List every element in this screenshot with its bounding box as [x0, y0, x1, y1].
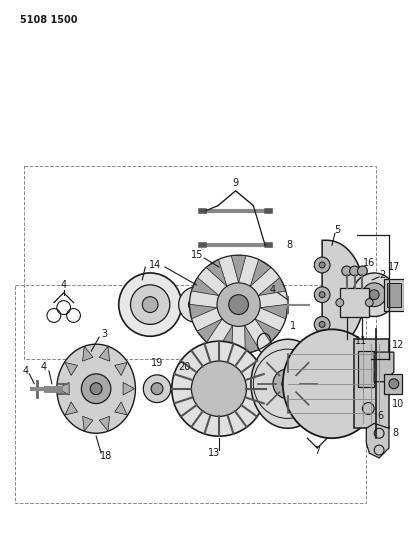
Polygon shape	[245, 326, 259, 353]
Polygon shape	[65, 402, 78, 415]
Circle shape	[319, 262, 325, 268]
Polygon shape	[206, 260, 227, 286]
Text: 12: 12	[392, 340, 404, 350]
Text: 15: 15	[191, 250, 204, 260]
Circle shape	[131, 285, 170, 325]
Polygon shape	[82, 346, 93, 361]
Polygon shape	[260, 304, 288, 319]
Circle shape	[142, 297, 158, 312]
Ellipse shape	[57, 344, 135, 433]
Circle shape	[188, 297, 204, 312]
Circle shape	[353, 273, 396, 317]
Polygon shape	[58, 382, 69, 395]
Text: 8: 8	[287, 240, 293, 250]
Text: 10: 10	[392, 399, 404, 409]
Bar	[24, 166, 376, 359]
Bar	[354, 339, 389, 429]
Ellipse shape	[189, 255, 288, 354]
Circle shape	[119, 273, 182, 336]
Circle shape	[179, 287, 214, 322]
Circle shape	[389, 379, 399, 389]
Circle shape	[365, 298, 373, 306]
Circle shape	[369, 290, 379, 300]
Circle shape	[191, 361, 246, 416]
Polygon shape	[366, 423, 389, 458]
Text: 14: 14	[149, 260, 161, 270]
Circle shape	[282, 378, 294, 390]
Text: 11: 11	[355, 336, 368, 346]
Circle shape	[362, 402, 374, 415]
Text: 4: 4	[61, 280, 67, 290]
Text: 3: 3	[101, 329, 107, 340]
Circle shape	[81, 374, 111, 403]
Ellipse shape	[283, 329, 381, 438]
Circle shape	[314, 287, 330, 303]
Polygon shape	[258, 278, 286, 296]
Bar	[387, 283, 401, 306]
Circle shape	[336, 298, 344, 306]
Polygon shape	[115, 402, 127, 415]
Polygon shape	[65, 362, 78, 376]
Ellipse shape	[172, 341, 266, 436]
Polygon shape	[191, 278, 219, 296]
Text: 19: 19	[151, 358, 163, 368]
Text: 7: 7	[314, 446, 320, 456]
Circle shape	[314, 317, 330, 332]
Circle shape	[362, 283, 386, 306]
Text: 5: 5	[334, 225, 340, 236]
Ellipse shape	[251, 339, 325, 429]
Circle shape	[342, 266, 352, 276]
Text: 20: 20	[178, 362, 191, 372]
Text: 4: 4	[41, 362, 47, 372]
Circle shape	[151, 383, 163, 394]
Polygon shape	[322, 240, 364, 349]
Polygon shape	[197, 319, 222, 342]
Text: 6: 6	[377, 411, 383, 422]
Bar	[340, 288, 369, 318]
Text: 8: 8	[393, 428, 399, 438]
Bar	[384, 279, 404, 311]
Text: 4: 4	[22, 366, 29, 376]
Circle shape	[350, 266, 359, 276]
Text: 16: 16	[363, 258, 375, 268]
Polygon shape	[218, 326, 233, 353]
Bar	[384, 374, 402, 394]
Circle shape	[357, 266, 367, 276]
Polygon shape	[255, 319, 280, 342]
Bar	[359, 351, 374, 387]
Circle shape	[314, 257, 330, 273]
Polygon shape	[250, 260, 271, 286]
Polygon shape	[374, 352, 394, 382]
Polygon shape	[99, 416, 110, 431]
Text: 17: 17	[388, 262, 400, 272]
Text: 2: 2	[379, 270, 385, 280]
Text: 1: 1	[290, 321, 296, 332]
Polygon shape	[115, 362, 127, 376]
Text: 4: 4	[270, 285, 276, 295]
Circle shape	[319, 321, 325, 327]
Circle shape	[143, 375, 171, 402]
Circle shape	[319, 292, 325, 297]
Polygon shape	[231, 256, 246, 283]
Circle shape	[273, 369, 302, 399]
Circle shape	[229, 295, 248, 314]
Text: 5108 1500: 5108 1500	[20, 14, 78, 25]
Bar	[15, 285, 366, 503]
Text: 9: 9	[233, 178, 239, 188]
Polygon shape	[123, 382, 135, 395]
Text: 18: 18	[100, 451, 112, 461]
Circle shape	[90, 383, 102, 394]
Polygon shape	[189, 304, 217, 319]
Polygon shape	[82, 416, 93, 431]
Circle shape	[217, 283, 260, 326]
Polygon shape	[99, 346, 110, 361]
Text: 13: 13	[208, 448, 220, 458]
